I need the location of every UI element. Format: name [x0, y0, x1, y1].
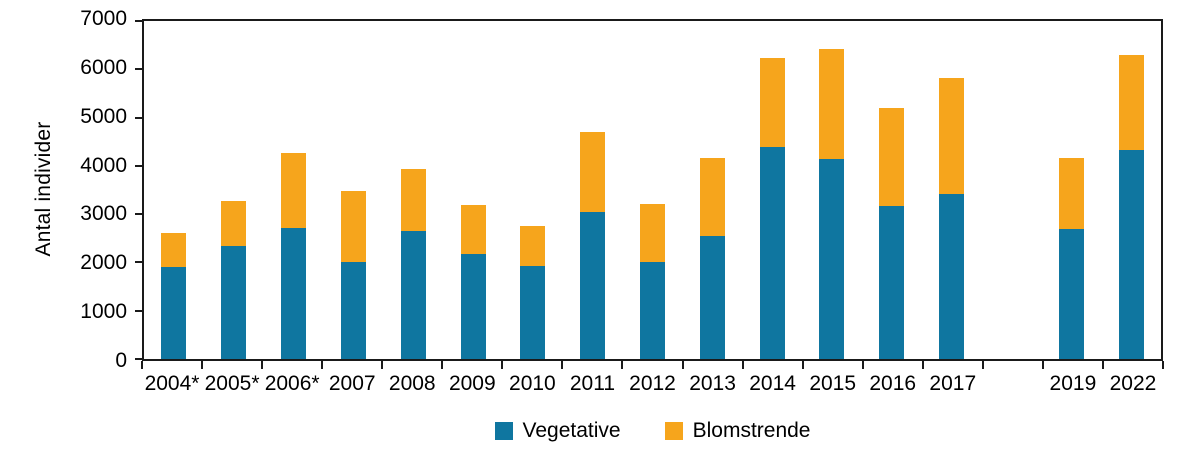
x-tick-label: 2017: [929, 372, 977, 395]
x-tick: [141, 361, 143, 369]
y-tick-label: 6000: [80, 55, 127, 79]
x-tick-label: 2009: [448, 372, 496, 395]
y-tick: [135, 164, 142, 167]
bar-segment-vegetative: [1058, 228, 1084, 359]
x-tick: [501, 361, 504, 369]
y-tick-label: 3000: [80, 202, 127, 226]
legend-swatch-icon: [664, 422, 683, 440]
y-tick-label: 1000: [80, 300, 127, 324]
x-tick: [441, 361, 444, 369]
bar-segment-vegetative: [221, 245, 247, 359]
bar-segment-blomstrende: [580, 131, 606, 212]
bar-segment-vegetative: [939, 194, 965, 359]
x-tick-label: 2011: [569, 372, 616, 395]
bar-segment-blomstrende: [939, 78, 965, 195]
bar-segment-vegetative: [340, 261, 366, 359]
bar-segment-vegetative: [460, 254, 486, 359]
x-tick: [1041, 361, 1044, 369]
x-tick-label: 2016: [869, 372, 917, 395]
y-axis-title: Antal individer: [32, 121, 55, 257]
y-tick: [135, 116, 142, 119]
bar-segment-vegetative: [520, 266, 546, 359]
bar-segment-vegetative: [819, 158, 845, 359]
bar-segment-blomstrende: [699, 157, 725, 237]
x-tick: [921, 361, 924, 369]
bar-segment-blomstrende: [400, 169, 426, 231]
x-tick: [261, 361, 264, 369]
y-tick-label: 2000: [80, 251, 127, 275]
legend-label: Blomstrende: [692, 419, 811, 442]
bar-segment-blomstrende: [161, 233, 187, 268]
x-tick-label: 2015: [809, 372, 857, 395]
y-tick: [135, 358, 142, 360]
x-tick: [621, 361, 624, 369]
bar-segment-blomstrende: [640, 204, 665, 262]
x-tick-label: 2012: [629, 372, 676, 395]
plot-area: [135, 19, 1163, 361]
x-tick: [741, 361, 744, 369]
legend-swatch-icon: [494, 422, 513, 440]
x-tick: [981, 361, 984, 369]
bar-segment-blomstrende: [1118, 54, 1144, 150]
bar-segment-vegetative: [699, 236, 725, 359]
y-tick: [135, 20, 142, 22]
bar-segment-vegetative: [400, 230, 426, 359]
x-tick-label: 2006*: [264, 372, 320, 395]
y-tick: [135, 68, 142, 71]
x-tick: [1162, 361, 1164, 369]
x-tick: [561, 361, 564, 369]
bar-segment-vegetative: [161, 267, 187, 359]
y-tick: [135, 309, 142, 312]
x-tick-label: 2010: [509, 372, 556, 395]
y-tick-label: 7000: [80, 7, 127, 30]
bar-segment-blomstrende: [520, 226, 546, 267]
bar-segment-vegetative: [281, 227, 307, 359]
x-tick: [381, 361, 384, 369]
bar-segment-blomstrende: [281, 152, 307, 228]
y-tick-label: 5000: [80, 104, 127, 128]
x-tick: [681, 361, 684, 369]
bar-segment-blomstrende: [819, 48, 845, 159]
x-tick: [801, 361, 804, 369]
bar-segment-blomstrende: [1058, 158, 1084, 229]
y-tick: [135, 213, 142, 216]
bar-segment-blomstrende: [759, 58, 785, 147]
x-tick-label: 2019: [1049, 372, 1097, 395]
x-tick-label: 2014: [749, 372, 796, 395]
x-tick: [321, 361, 324, 369]
legend-item-blomstrende: Blomstrende: [664, 419, 811, 443]
x-tick-label: 2007: [328, 372, 376, 395]
x-tick: [861, 361, 864, 369]
y-tick: [135, 261, 142, 264]
x-tick-label: 2004*: [144, 372, 200, 395]
legend: Vegetative Blomstrende: [142, 416, 1163, 446]
bar-segment-vegetative: [580, 211, 606, 359]
x-tick-label: 2022: [1109, 372, 1157, 395]
bar-segment-vegetative: [879, 206, 905, 359]
x-tick-label: 2013: [689, 372, 736, 395]
x-tick: [201, 361, 204, 369]
x-tick-label: 2005*: [204, 372, 260, 395]
legend-item-vegetative: Vegetative: [494, 419, 621, 443]
bar-segment-blomstrende: [460, 204, 486, 255]
bar-segment-blomstrende: [221, 200, 247, 246]
y-tick-label: 4000: [80, 153, 127, 177]
bar-segment-vegetative: [759, 146, 785, 359]
bar-segment-vegetative: [640, 261, 665, 359]
bar-segment-blomstrende: [879, 108, 905, 207]
x-tick: [1101, 361, 1104, 369]
y-tick-label: 0: [115, 349, 127, 372]
legend-label: Vegetative: [522, 419, 621, 442]
bar-segment-blomstrende: [340, 190, 366, 262]
x-tick-label: 2008: [388, 372, 436, 395]
bar-segment-vegetative: [1118, 149, 1144, 359]
